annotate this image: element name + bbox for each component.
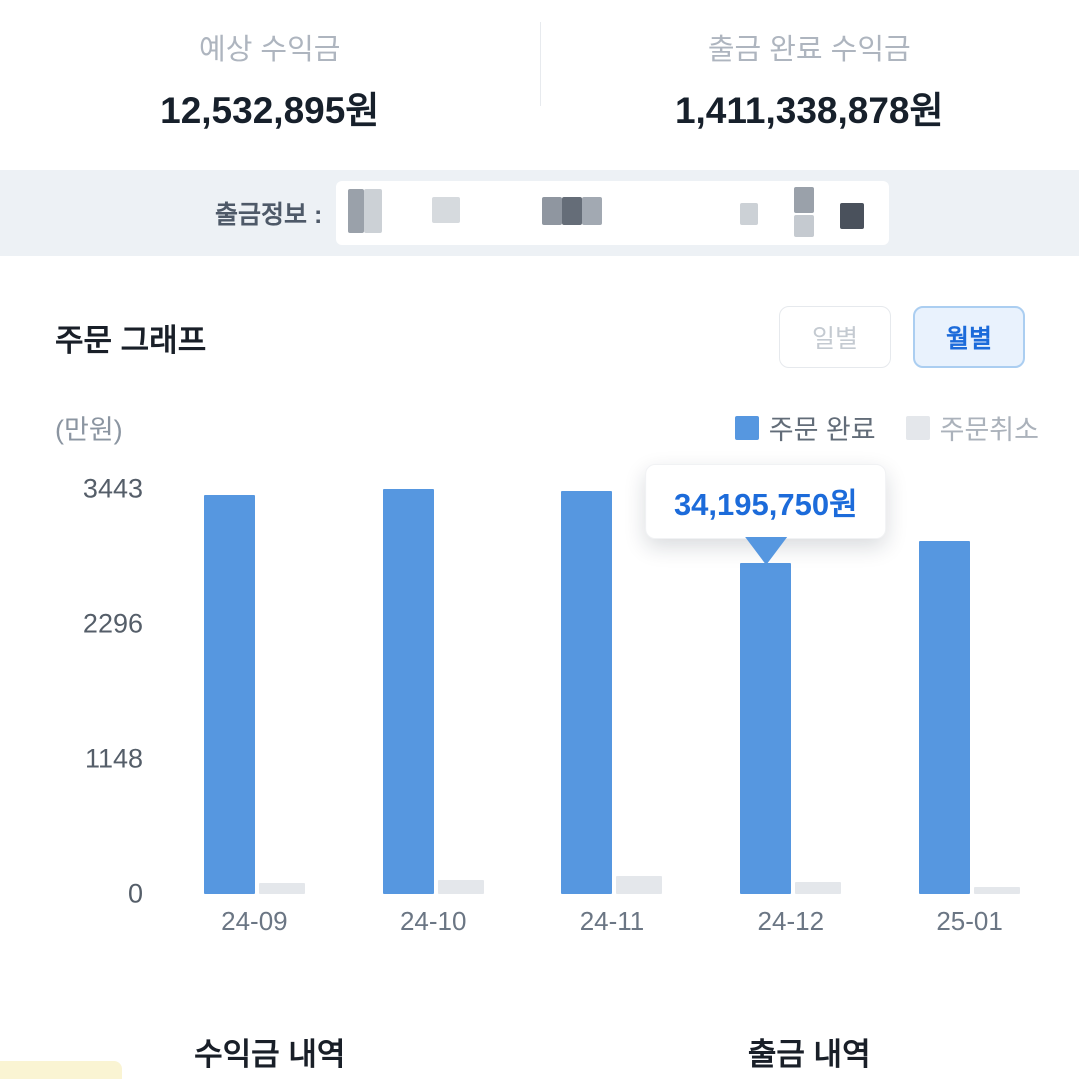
legend-swatch-cancel	[905, 415, 930, 440]
bar-cancel-24-10[interactable]	[437, 879, 484, 894]
bar-cancel-24-11[interactable]	[616, 875, 663, 894]
legend-swatch-complete	[734, 415, 759, 440]
redacted-block	[840, 203, 865, 229]
bar-group-24-11	[523, 489, 702, 894]
expected-revenue-stat: 예상 수익금 12,532,895원	[0, 26, 540, 134]
redacted-block	[740, 203, 759, 225]
expected-revenue-label: 예상 수익금	[199, 34, 341, 66]
toggle-daily-button[interactable]: 일별	[778, 306, 891, 368]
redacted-block	[432, 197, 461, 223]
summary-header: 예상 수익금 12,532,895원 출금 완료 수익금 1,411,338,8…	[0, 0, 1079, 170]
withdraw-info-banner: 출금정보 :	[0, 170, 1079, 256]
plot-area: 34,195,750원	[165, 463, 1059, 894]
redacted-block	[348, 189, 365, 233]
bar-group-24-12: 34,195,750원	[644, 463, 887, 894]
redacted-block	[562, 197, 583, 225]
x-tick-24-09: 24-09	[221, 906, 288, 936]
bar-group-25-01	[880, 489, 1059, 894]
bar-complete-24-09[interactable]	[203, 494, 255, 894]
x-tick-25-01: 25-01	[936, 906, 1003, 936]
period-toggle-group: 일별 월별	[778, 306, 1025, 368]
bar-cancel-24-09[interactable]	[258, 882, 305, 894]
withdraw-info-label: 출금정보 :	[215, 201, 323, 229]
legend-label-complete: 주문 완료	[768, 415, 876, 445]
legend-item-order-complete: 주문 완료	[734, 408, 876, 447]
legend-label-cancel: 주문취소	[939, 415, 1039, 445]
y-axis-unit-label: (만원)	[55, 415, 123, 445]
chart-tooltip-caret	[744, 536, 787, 565]
bar-complete-24-10[interactable]	[382, 489, 434, 894]
y-tick-0: 0	[127, 878, 143, 909]
legend-item-order-cancel: 주문취소	[905, 408, 1039, 447]
revenue-history-title: 수익금 내역	[194, 1037, 346, 1072]
withdrawn-revenue-stat: 출금 완료 수익금 1,411,338,878원	[540, 26, 1079, 134]
chart-tooltip-value: 34,195,750원	[644, 463, 887, 539]
redacted-block	[582, 197, 603, 225]
withdrawn-revenue-value: 1,411,338,878원	[674, 90, 944, 131]
redacted-block	[794, 215, 815, 237]
bar-chart: 3443 2296 1148 0 34,195,750원	[55, 463, 1059, 909]
bar-cancel-24-12[interactable]	[795, 882, 842, 894]
redacted-block	[542, 197, 563, 225]
y-tick-1148: 1148	[84, 743, 143, 774]
bar-group-24-09	[165, 489, 344, 894]
chart-tooltip: 34,195,750원	[644, 463, 887, 565]
bar-complete-25-01[interactable]	[919, 541, 971, 894]
y-tick-3443: 3443	[82, 473, 143, 504]
summary-divider	[539, 22, 541, 106]
chart-legend: 주문 완료 주문취소	[734, 408, 1039, 447]
y-axis: 3443 2296 1148 0	[55, 474, 165, 909]
toggle-monthly-button[interactable]: 월별	[912, 306, 1025, 368]
order-graph-section: 주문 그래프 일별 월별 (만원) 주문 완료 주문취소 3443 2296 114…	[0, 306, 1079, 937]
x-axis: 24-09 24-10 24-11 24-12 25-01	[165, 906, 1059, 937]
bar-group-24-10	[344, 489, 523, 894]
bar-complete-24-12[interactable]	[740, 562, 792, 894]
withdrawal-history-title: 출금 내역	[747, 1037, 871, 1072]
x-tick-24-11: 24-11	[579, 906, 645, 936]
withdrawn-revenue-label: 출금 완료 수익금	[707, 34, 911, 66]
expected-revenue-value: 12,532,895원	[160, 90, 380, 131]
bar-cancel-25-01[interactable]	[974, 886, 1021, 894]
bar-complete-24-11[interactable]	[561, 491, 613, 894]
x-tick-24-12: 24-12	[757, 906, 825, 936]
bottom-left-partial-button[interactable]	[0, 1061, 122, 1079]
y-tick-2296: 2296	[82, 608, 143, 639]
bottom-sections: 수익금 내역 출금 내역	[0, 1029, 1079, 1074]
withdraw-info-redacted	[336, 181, 890, 245]
x-tick-24-10: 24-10	[399, 906, 467, 936]
chart-title: 주문 그래프	[55, 322, 207, 358]
redacted-block	[364, 189, 383, 233]
redacted-block	[794, 187, 815, 213]
